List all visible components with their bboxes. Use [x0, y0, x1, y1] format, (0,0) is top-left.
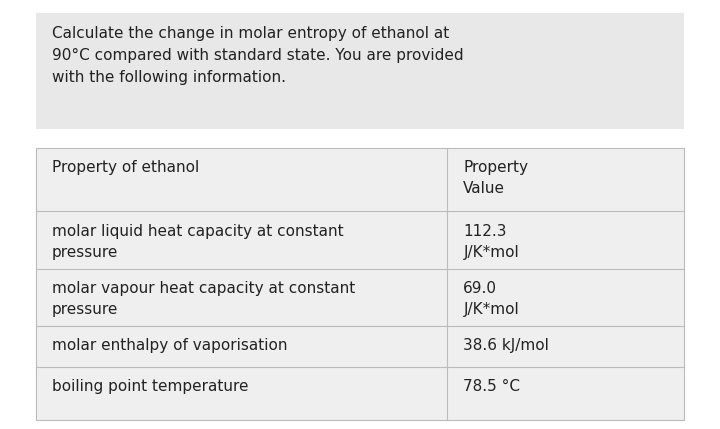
Text: molar liquid heat capacity at constant
pressure: molar liquid heat capacity at constant p…	[52, 224, 343, 260]
Text: 112.3
J/K*mol: 112.3 J/K*mol	[464, 224, 519, 260]
Text: 38.6 kJ/mol: 38.6 kJ/mol	[464, 338, 549, 353]
Text: 78.5 °C: 78.5 °C	[464, 379, 521, 394]
Text: molar vapour heat capacity at constant
pressure: molar vapour heat capacity at constant p…	[52, 281, 355, 317]
Text: 69.0
J/K*mol: 69.0 J/K*mol	[464, 281, 519, 317]
Text: Property
Value: Property Value	[464, 160, 528, 196]
Text: molar enthalpy of vaporisation: molar enthalpy of vaporisation	[52, 338, 287, 353]
Text: Calculate the change in molar entropy of ethanol at
90°C compared with standard : Calculate the change in molar entropy of…	[52, 26, 464, 85]
Text: Property of ethanol: Property of ethanol	[52, 160, 199, 175]
Bar	[36, 148, 684, 420]
Text: boiling point temperature: boiling point temperature	[52, 379, 248, 394]
Bar	[36, 13, 684, 129]
